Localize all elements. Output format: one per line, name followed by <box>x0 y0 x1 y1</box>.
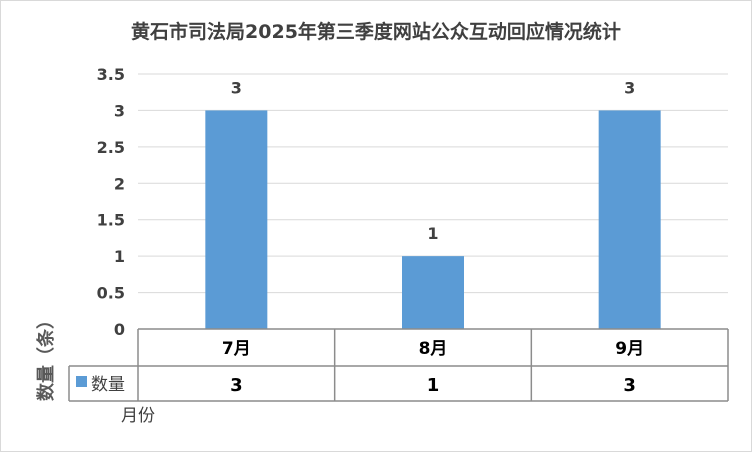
table-value: 3 <box>230 375 243 396</box>
bar <box>205 110 268 329</box>
y-tick-label: 3 <box>114 101 125 120</box>
table-value: 3 <box>623 375 636 396</box>
y-tick-label: 0 <box>114 320 125 339</box>
table-category: 8月 <box>419 339 448 359</box>
y-tick-label: 2 <box>114 174 125 193</box>
y-tick-label: 3.5 <box>97 65 125 84</box>
table-category: 7月 <box>222 339 251 359</box>
data-label: 3 <box>624 78 635 97</box>
y-tick-label: 0.5 <box>97 284 125 303</box>
table-value: 1 <box>427 375 440 396</box>
bar <box>598 110 661 329</box>
y-tick-label: 1.5 <box>97 211 125 230</box>
legend-label: 数量 <box>91 375 125 395</box>
y-tick-label: 2.5 <box>97 138 125 157</box>
table-category: 9月 <box>615 339 644 359</box>
bar <box>402 256 464 329</box>
data-label: 1 <box>427 224 438 243</box>
y-tick-label: 1 <box>114 247 125 266</box>
legend-key <box>76 376 87 387</box>
data-label: 3 <box>231 78 242 97</box>
chart-title: 黄石市司法局2025年第三季度网站公众互动回应情况统计 <box>131 21 621 43</box>
x-axis-title: 月份 <box>121 406 155 426</box>
